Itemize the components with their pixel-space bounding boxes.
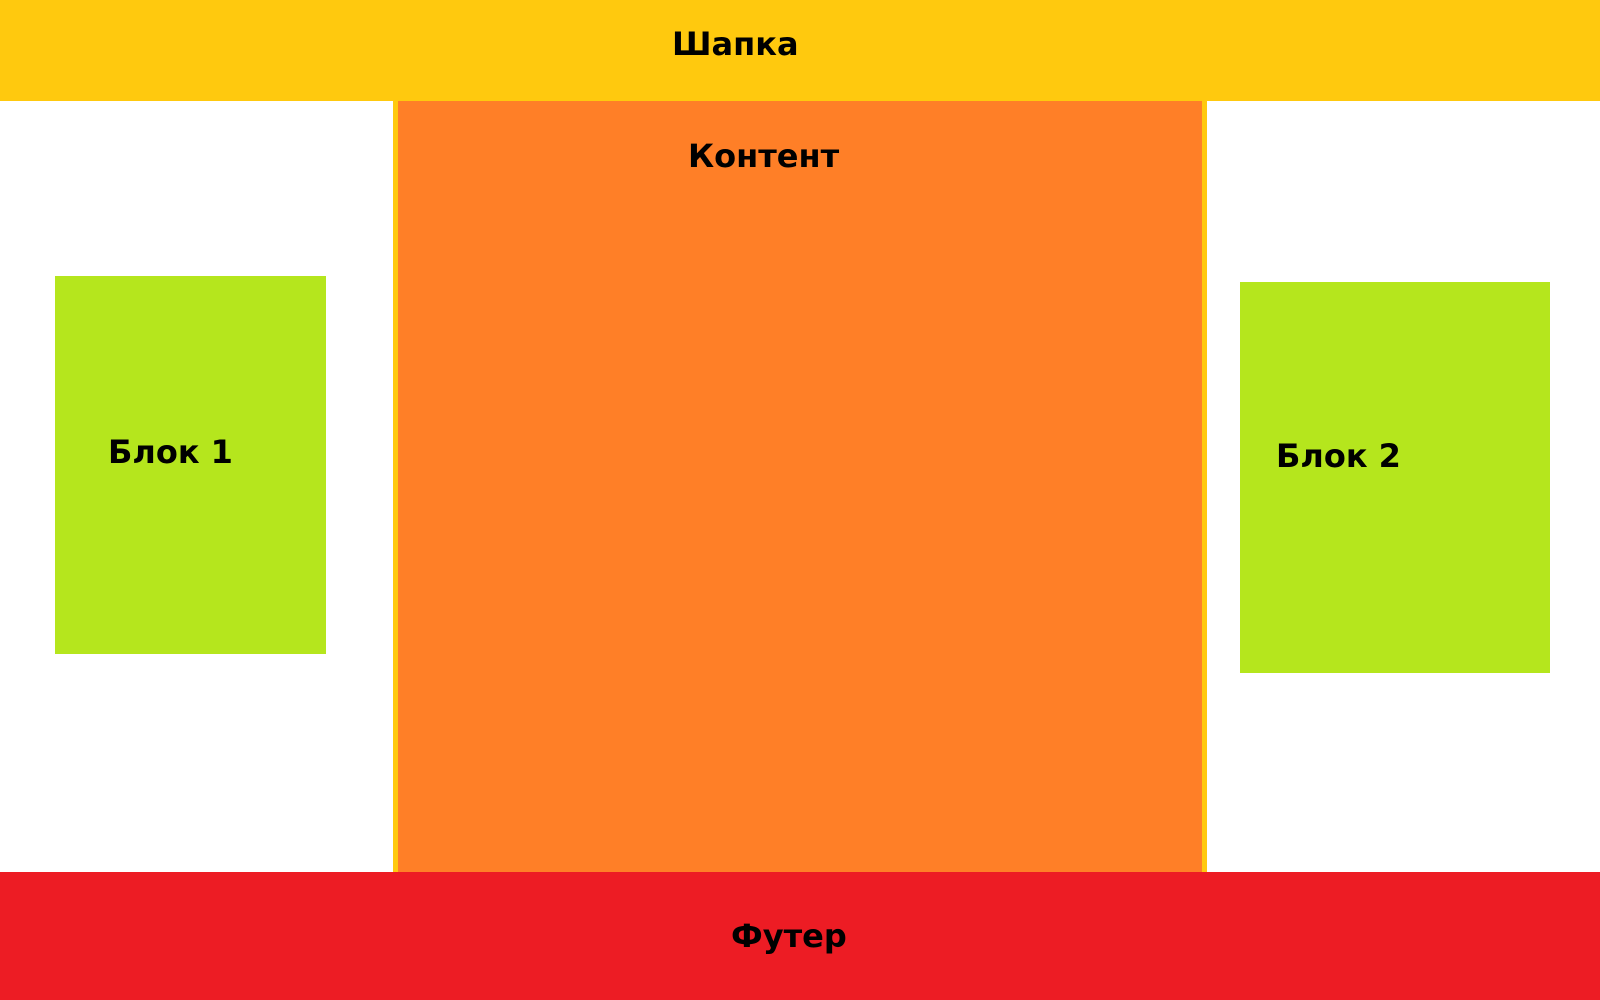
content-label: Контент <box>688 137 840 175</box>
block-2-region: Блок 2 <box>1240 282 1550 673</box>
content-region: Контент <box>398 101 1202 872</box>
block-2-label: Блок 2 <box>1276 437 1401 475</box>
footer-region: Футер <box>0 872 1600 1000</box>
header-label: Шапка <box>672 25 799 63</box>
block-1-region: Блок 1 <box>55 276 326 654</box>
header-region: Шапка <box>0 0 1600 101</box>
block-1-label: Блок 1 <box>108 433 233 471</box>
footer-label: Футер <box>731 917 847 955</box>
